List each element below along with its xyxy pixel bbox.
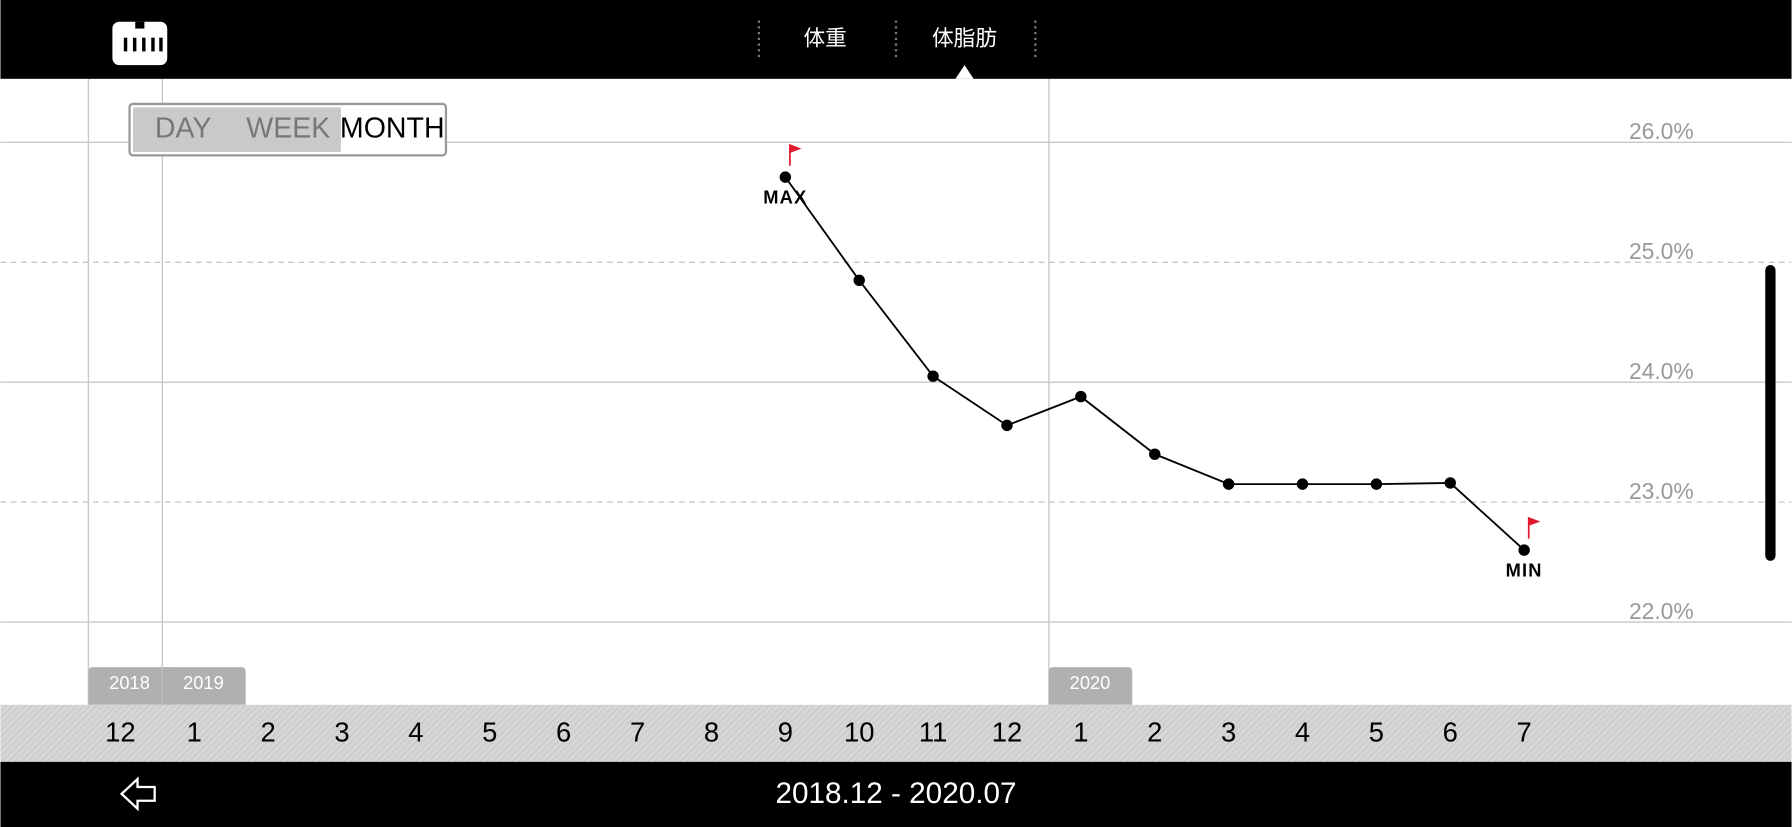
data-point — [779, 171, 792, 183]
data-point — [1370, 478, 1383, 490]
y-tick-label: 23.0% — [1629, 478, 1694, 504]
year-label: 2018 — [109, 672, 150, 693]
x-tick-label: 11 — [919, 717, 947, 748]
x-tick-label: 4 — [1295, 717, 1310, 748]
date-range: 2018.12 - 2020.07 — [775, 777, 1016, 810]
x-tick-label: 8 — [704, 717, 719, 748]
data-point — [927, 370, 939, 382]
week-button[interactable]: WEEK — [246, 113, 330, 145]
x-tick-label: 5 — [482, 717, 497, 748]
active-tab-indicator — [955, 65, 974, 79]
year-tab — [88, 667, 172, 705]
x-axis-strip — [0, 704, 1792, 762]
y-tick-label: 22.0% — [1629, 598, 1694, 624]
day-button[interactable]: DAY — [155, 113, 212, 145]
app-logo — [112, 21, 168, 66]
x-tick-label: 9 — [778, 717, 793, 748]
bottom-bar — [0, 761, 1792, 827]
year-tab — [162, 667, 246, 705]
x-tick-label: 12 — [992, 717, 1022, 748]
data-point — [1149, 448, 1161, 460]
data-point — [1518, 544, 1530, 556]
x-tick-label: 6 — [556, 717, 571, 748]
year-label: 2019 — [183, 672, 224, 693]
y-tick-label: 25.0% — [1629, 238, 1694, 264]
x-tick-label: 12 — [105, 717, 135, 748]
x-tick-label: 7 — [1517, 717, 1532, 748]
extreme-flag — [1527, 516, 1541, 539]
data-point — [1001, 419, 1013, 432]
x-tick-label: 4 — [408, 717, 423, 748]
x-tick-label: 6 — [1443, 717, 1458, 748]
x-tick-label: 10 — [844, 717, 874, 748]
tab-separators — [757, 20, 1037, 58]
data-point — [1222, 478, 1235, 490]
range-switch: DAY WEEK MONTH — [128, 102, 448, 157]
year-tab — [1048, 667, 1133, 705]
extreme-label: MAX — [763, 187, 807, 208]
x-tick-label: 3 — [1221, 717, 1236, 748]
data-point — [853, 274, 865, 286]
x-tick-label: 2 — [1147, 717, 1162, 748]
x-tick-label: 1 — [1073, 717, 1088, 748]
x-tick-label: 5 — [1369, 717, 1384, 748]
year-label: 2020 — [1070, 672, 1111, 693]
data-point — [1296, 478, 1309, 490]
tab-active[interactable]: 体脂肪 — [932, 26, 997, 51]
x-tick-label: 3 — [334, 717, 349, 748]
tab[interactable]: 体重 — [803, 26, 846, 51]
y-tick-label: 26.0% — [1629, 118, 1694, 144]
y-tick-label: 24.0% — [1629, 358, 1694, 384]
data-point — [1075, 390, 1087, 403]
data-point — [1444, 477, 1456, 489]
x-tick-label: 7 — [630, 717, 645, 748]
x-tick-label: 2 — [261, 717, 276, 748]
extreme-flag — [789, 143, 802, 166]
x-tick-label: 1 — [187, 717, 202, 748]
x-axis: 12 1 2 3 4 5 6 7 8 9 10 11 12 1 2 3 4 5 6 7 — [105, 717, 1532, 748]
extreme-label: MIN — [1506, 560, 1543, 581]
scrollbar — [1765, 265, 1776, 561]
month-button[interactable]: MONTH — [340, 113, 445, 145]
plot-area: 22.0% 23.0% 24.0% 25.0% 26.0% 2018 2019 2020 MAX… — [0, 78, 1792, 705]
back-button[interactable] — [119, 776, 156, 812]
